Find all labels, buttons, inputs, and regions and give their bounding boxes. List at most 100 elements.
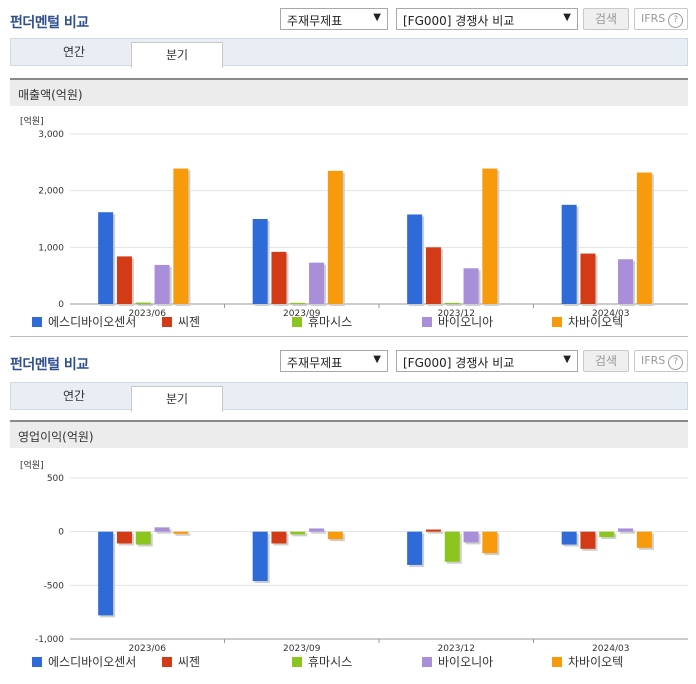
y-tick-label: 0 xyxy=(58,528,64,538)
legend-label: 에스디바이오센서 xyxy=(48,315,137,329)
bar[interactable] xyxy=(173,168,189,304)
bar[interactable] xyxy=(98,531,114,616)
bar[interactable] xyxy=(309,262,325,304)
bar[interactable] xyxy=(309,528,325,532)
legend-item[interactable]: 차바이오텍 xyxy=(552,314,623,330)
tab-annual[interactable]: 연간 xyxy=(62,389,86,403)
bar[interactable] xyxy=(290,531,306,535)
legend-item[interactable]: 씨젠 xyxy=(162,654,200,670)
bar[interactable] xyxy=(444,302,460,304)
x-tick-label: 2023/12 xyxy=(438,309,475,319)
legend-swatch xyxy=(162,317,172,327)
legend-label: 휴마시스 xyxy=(308,655,353,669)
statement-select[interactable]: 주재무제표 ▼ xyxy=(280,8,388,30)
y-tick-label: 1,000 xyxy=(38,243,64,253)
bar[interactable] xyxy=(327,170,343,304)
x-tick-label: 2024/03 xyxy=(592,309,629,319)
bar[interactable] xyxy=(407,214,423,304)
bar[interactable] xyxy=(271,251,287,304)
bar[interactable] xyxy=(327,531,343,540)
bar[interactable] xyxy=(252,531,268,582)
statement-select[interactable]: 주재무제표 ▼ xyxy=(280,350,388,372)
bar[interactable] xyxy=(271,531,287,544)
operating-profit-chart: [억원]500 0 -500 -1,000 2023/06 2023/09 2023/12 2… xyxy=(20,459,688,654)
x-tick-label: 2023/12 xyxy=(438,644,475,654)
bar[interactable] xyxy=(599,531,615,538)
bar[interactable] xyxy=(116,531,132,544)
legend-swatch xyxy=(292,317,302,327)
legend-item[interactable]: 휴마시스 xyxy=(292,654,352,670)
statement-select-value: 주재무제표 xyxy=(287,14,343,28)
ifrs-label: IFRS xyxy=(641,12,666,25)
legend-label: 바이오니아 xyxy=(438,655,494,669)
legend-label: 에스디바이오센서 xyxy=(48,655,137,669)
legend-swatch xyxy=(292,657,302,667)
bar[interactable] xyxy=(618,528,634,532)
bar[interactable] xyxy=(463,268,479,304)
chevron-down-icon: ▼ xyxy=(373,354,381,365)
bar[interactable] xyxy=(135,531,151,545)
legend-item[interactable]: 에스디바이오센서 xyxy=(32,654,136,670)
divider xyxy=(10,336,688,337)
bar[interactable] xyxy=(636,531,652,548)
search-button[interactable]: 검색 xyxy=(583,350,629,372)
legend-item[interactable]: 바이오니아 xyxy=(422,654,493,670)
bar[interactable] xyxy=(252,219,268,304)
y-tick-label: 3,000 xyxy=(38,130,64,140)
bar[interactable] xyxy=(561,531,577,545)
legend-label: 씨젠 xyxy=(178,655,201,669)
tab-quarterly[interactable]: 분기 xyxy=(131,42,223,68)
legend-item[interactable]: 바이오니아 xyxy=(422,314,493,330)
x-tick-label: 2023/09 xyxy=(283,309,321,319)
bar[interactable] xyxy=(580,253,596,304)
ifrs-help-button[interactable]: IFRS? xyxy=(634,8,688,30)
legend-item[interactable]: 차바이오텍 xyxy=(552,654,623,670)
bar[interactable] xyxy=(561,204,577,304)
legend-item[interactable]: 씨젠 xyxy=(162,314,200,330)
chart-legend: 에스디바이오센서 씨젠 휴마시스 바이오니아 차바이오텍 xyxy=(10,654,688,670)
bar[interactable] xyxy=(98,212,114,304)
bar[interactable] xyxy=(463,531,479,543)
bar[interactable] xyxy=(154,527,170,532)
legend-item[interactable]: 에스디바이오센서 xyxy=(32,314,136,330)
bar[interactable] xyxy=(482,168,498,304)
legend-label: 차바이오텍 xyxy=(568,655,624,669)
tab-annual[interactable]: 연간 xyxy=(62,45,86,59)
chart-title: 영업이익(억원) xyxy=(18,430,94,444)
comparison-select[interactable]: [FG000] 경쟁사 비교 ▼ xyxy=(396,350,578,372)
chart-header: 영업이익(억원) xyxy=(10,420,688,448)
comparison-select[interactable]: [FG000] 경쟁사 비교 ▼ xyxy=(396,8,578,30)
legend-item[interactable]: 휴마시스 xyxy=(292,314,352,330)
bar[interactable] xyxy=(482,531,498,554)
revenue-chart: [억원] 3,000 2,000 1,000 0 2023/06 2023/09 2023/1… xyxy=(20,115,688,319)
bar-shadow xyxy=(427,531,443,534)
search-button[interactable]: 검색 xyxy=(583,8,629,30)
ifrs-label: IFRS xyxy=(641,354,666,367)
tab-quarterly[interactable]: 분기 xyxy=(131,386,223,412)
comparison-select-value: [FG000] 경쟁사 비교 xyxy=(403,356,515,370)
bar[interactable] xyxy=(425,529,441,532)
bar[interactable] xyxy=(407,531,423,565)
chart-title: 매출액(억원) xyxy=(18,88,83,102)
bar[interactable] xyxy=(425,247,441,304)
chart-panel: 영업이익(억원) [억원] 500 0 -500 -1,000 2023/06 2023/0… xyxy=(10,420,688,682)
y-tick-label: 500 xyxy=(47,474,64,484)
chart-header: 매출액(억원) xyxy=(10,78,688,106)
bar-shadow xyxy=(446,304,462,306)
legend-label: 씨젠 xyxy=(178,315,201,329)
x-tick-label: 2024/03 xyxy=(592,644,629,654)
legend-swatch xyxy=(162,657,172,667)
bar[interactable] xyxy=(290,302,306,304)
bar[interactable] xyxy=(618,259,634,304)
bar[interactable] xyxy=(173,531,189,534)
bar[interactable] xyxy=(580,531,596,549)
bar[interactable] xyxy=(636,172,652,304)
bar[interactable] xyxy=(444,531,460,562)
legend-swatch xyxy=(552,657,562,667)
chevron-down-icon: ▼ xyxy=(563,12,571,23)
chart-legend: 에스디바이오센서 씨젠 휴마시스 바이오니아 차바이오텍 xyxy=(10,314,688,330)
bar[interactable] xyxy=(116,256,132,304)
bar[interactable] xyxy=(135,302,151,304)
ifrs-help-button[interactable]: IFRS? xyxy=(634,350,688,372)
bar[interactable] xyxy=(154,264,170,304)
